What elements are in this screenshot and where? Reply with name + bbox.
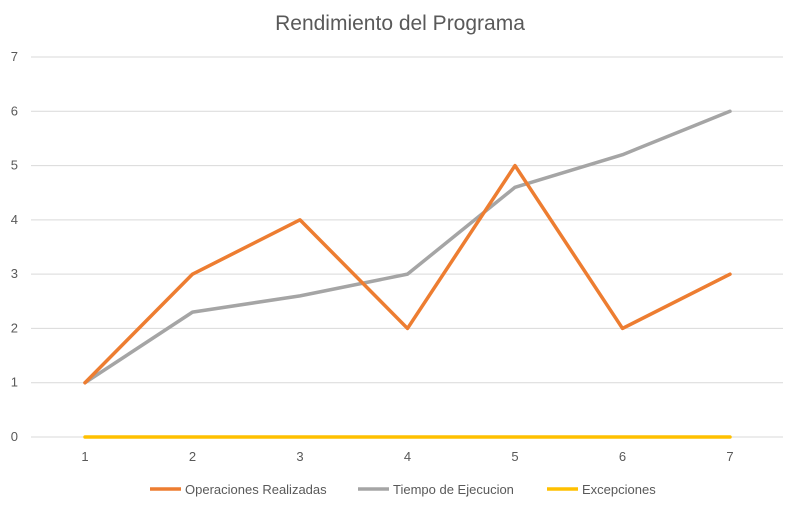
x-tick-label: 3 — [296, 449, 303, 464]
series-line — [83, 163, 732, 385]
x-axis-ticks: 1 2 3 4 5 6 7 — [81, 449, 733, 464]
x-tick-label: 6 — [619, 449, 626, 464]
x-tick-label: 5 — [511, 449, 518, 464]
legend-label: Tiempo de Ejecucion — [393, 482, 514, 497]
y-tick-label: 2 — [11, 320, 18, 335]
legend: Operaciones Realizadas Tiempo de Ejecucio… — [150, 482, 656, 497]
x-tick-label: 1 — [81, 449, 88, 464]
legend-label: Operaciones Realizadas — [185, 482, 327, 497]
y-tick-label: 4 — [11, 212, 18, 227]
y-tick-label: 0 — [11, 429, 18, 444]
series-line — [83, 109, 732, 385]
y-tick-label: 6 — [11, 103, 18, 118]
legend-label: Excepciones — [582, 482, 656, 497]
y-tick-label: 3 — [11, 266, 18, 281]
x-tick-label: 2 — [189, 449, 196, 464]
gridlines — [31, 56, 783, 438]
x-tick-label: 4 — [404, 449, 411, 464]
series-lines — [83, 109, 732, 439]
y-tick-label: 1 — [11, 375, 18, 390]
y-axis-ticks: 0 1 2 3 4 5 6 7 — [11, 49, 18, 444]
x-tick-label: 7 — [726, 449, 733, 464]
y-tick-label: 5 — [11, 158, 18, 173]
y-tick-label: 7 — [11, 49, 18, 64]
chart-title: Rendimiento del Programa — [275, 12, 525, 35]
